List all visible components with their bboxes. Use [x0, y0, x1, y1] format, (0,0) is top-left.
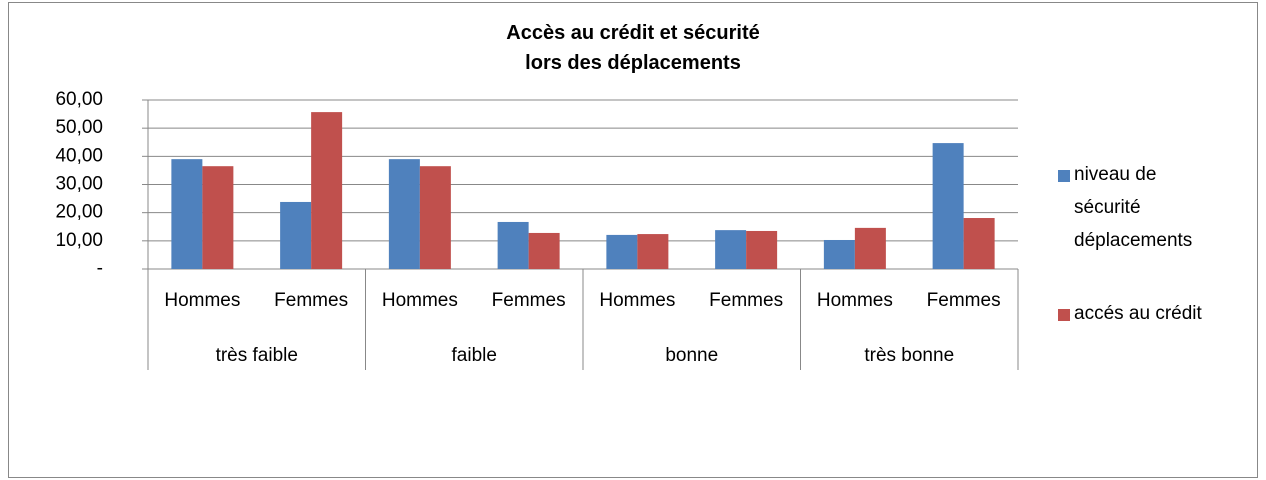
group-label: très bonne	[864, 345, 954, 366]
frame	[8, 2, 1258, 478]
legend-swatch	[1058, 309, 1070, 321]
bar	[497, 221, 529, 269]
legend-label: accés au crédit	[1074, 303, 1202, 324]
legend-swatch	[1058, 170, 1070, 182]
bar	[637, 234, 669, 269]
bar	[823, 239, 855, 269]
bar	[854, 227, 886, 269]
x-tick-label: Femmes	[492, 290, 566, 311]
group-label: très faible	[216, 345, 298, 366]
bar	[963, 218, 995, 269]
x-tick-label: Hommes	[382, 290, 458, 311]
bar	[932, 143, 964, 269]
x-tick-label: Femmes	[274, 290, 348, 311]
legend-label: niveau de sécurité déplacements	[1074, 164, 1193, 251]
y-tick-label: -	[97, 258, 103, 279]
y-tick-label: 30,00	[55, 174, 103, 195]
x-tick-label: Femmes	[927, 290, 1001, 311]
bar	[202, 166, 234, 269]
y-tick-label: 10,00	[55, 230, 103, 251]
bar	[746, 230, 778, 269]
group-label: bonne	[665, 345, 718, 366]
y-tick-label: 50,00	[55, 117, 103, 138]
chart-title: Accès au crédit et sécurité lors des dép…	[506, 22, 760, 74]
y-tick-label: 60,00	[55, 89, 103, 110]
bar	[419, 166, 451, 269]
x-tick-label: Hommes	[817, 290, 893, 311]
group-label: faible	[452, 345, 497, 366]
x-tick-label: Femmes	[709, 290, 783, 311]
bar	[171, 159, 203, 269]
bar	[280, 201, 312, 269]
y-tick-label: 20,00	[55, 202, 103, 223]
bar	[715, 230, 747, 269]
bar	[606, 234, 638, 269]
y-tick-label: 40,00	[55, 145, 103, 166]
bar	[528, 232, 560, 269]
bar	[311, 112, 343, 269]
x-tick-label: Hommes	[164, 290, 240, 311]
bar	[388, 159, 420, 269]
x-tick-label: Hommes	[599, 290, 675, 311]
